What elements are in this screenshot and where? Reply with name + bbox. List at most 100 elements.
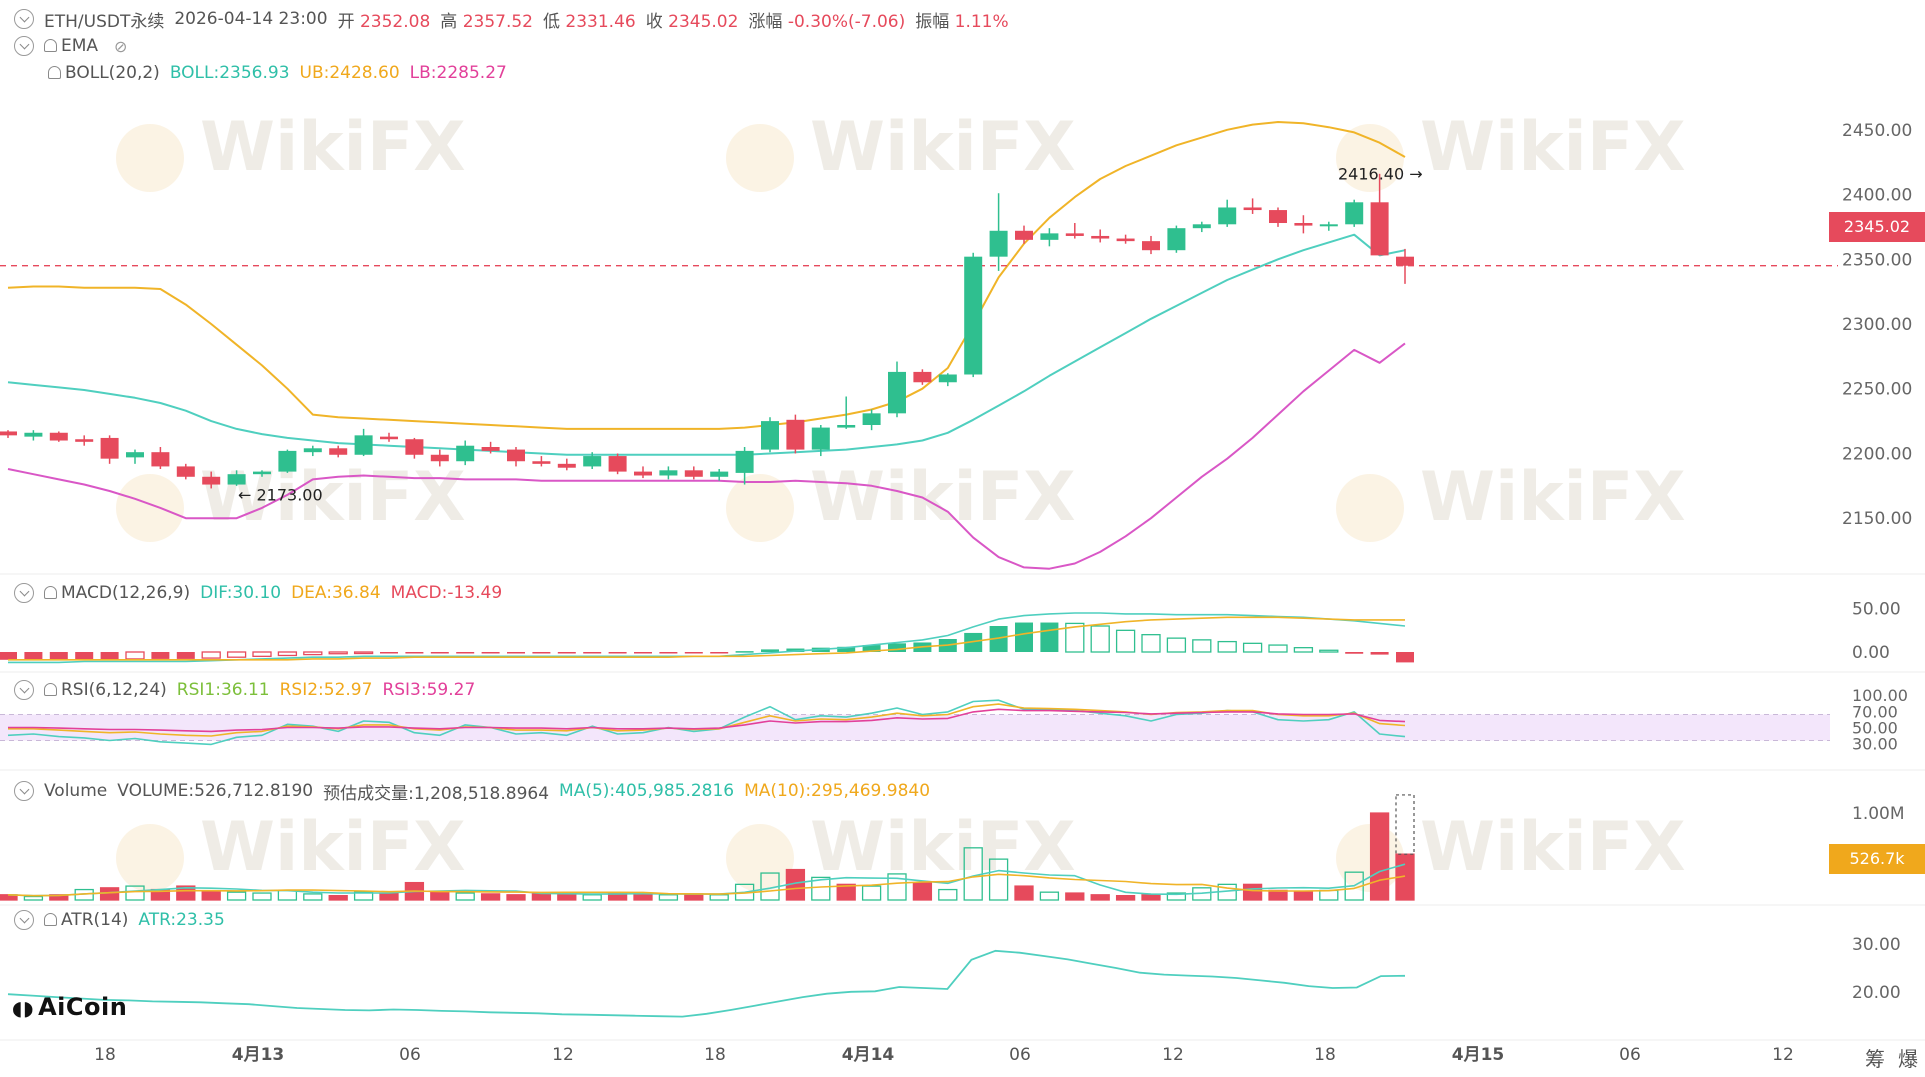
candle[interactable] (1294, 223, 1313, 226)
candle[interactable] (1345, 202, 1364, 225)
candle[interactable] (49, 432, 68, 441)
ema-label[interactable]: EMA (61, 36, 99, 56)
price-tick-label: 2300.00 (1842, 315, 1912, 335)
time-tick-label: 12 (552, 1045, 574, 1065)
collapse-toggle-icon[interactable] (14, 781, 34, 801)
volume-bar (480, 893, 501, 901)
rsi2-value: RSI2:52.97 (279, 680, 373, 700)
bell-icon[interactable] (48, 66, 61, 79)
rsi-row: RSI(6,12,24) RSI1:36.11 RSI2:52.97 RSI3:… (0, 678, 485, 702)
candle[interactable] (1396, 256, 1414, 266)
candle[interactable] (913, 371, 932, 383)
volume-bar (1369, 812, 1390, 901)
candle[interactable] (1269, 210, 1287, 224)
bell-icon[interactable] (44, 683, 57, 696)
candle[interactable] (151, 452, 170, 467)
candle[interactable] (837, 424, 856, 428)
candle[interactable] (862, 413, 881, 425)
candle[interactable] (0, 431, 17, 436)
volume-bar (277, 889, 298, 901)
candle[interactable] (303, 448, 322, 453)
volume-bar (861, 885, 882, 901)
candle[interactable] (938, 374, 957, 383)
atr-value: ATR:23.35 (138, 910, 225, 930)
candle[interactable] (989, 230, 1008, 257)
candle[interactable] (507, 449, 525, 462)
candle[interactable] (1167, 228, 1186, 251)
watermark-text: WikiFX (200, 108, 466, 187)
candle[interactable] (405, 439, 424, 455)
candle[interactable] (659, 470, 678, 476)
collapse-toggle-icon[interactable] (14, 583, 34, 603)
collapse-toggle-icon[interactable] (14, 36, 34, 56)
candle[interactable] (735, 450, 754, 473)
volume-label[interactable]: Volume (44, 781, 108, 801)
candle[interactable] (1142, 241, 1160, 251)
volume-ma10-value: MA(10):295,469.9840 (744, 781, 931, 801)
rsi-label[interactable]: RSI(6,12,24) (61, 680, 167, 700)
macd-bar (557, 652, 576, 654)
candle[interactable] (811, 427, 830, 450)
liquidation-icon[interactable]: 爆 (1898, 1047, 1918, 1071)
boll-ub-value: UB:2428.60 (299, 63, 400, 83)
chips-icon[interactable]: 筹 (1865, 1047, 1885, 1071)
collapse-toggle-icon[interactable] (14, 680, 34, 700)
candle[interactable] (278, 450, 297, 472)
volume-bar (328, 895, 348, 901)
candle[interactable] (532, 461, 551, 464)
volume-bar (582, 894, 602, 901)
candle[interactable] (1370, 202, 1389, 256)
candle[interactable] (75, 439, 94, 442)
candle[interactable] (1243, 207, 1262, 211)
candle[interactable] (430, 454, 449, 462)
candle[interactable] (24, 432, 43, 437)
bell-icon[interactable] (44, 913, 57, 926)
candle[interactable] (380, 436, 398, 440)
eye-hidden-icon[interactable]: ⊘ (114, 36, 128, 56)
candle[interactable] (354, 435, 373, 455)
candle[interactable] (1015, 230, 1033, 240)
candle[interactable] (608, 456, 627, 472)
candle[interactable] (456, 445, 475, 462)
candle[interactable] (227, 474, 246, 485)
volume-bar (1115, 895, 1136, 901)
candle[interactable] (329, 448, 348, 455)
candle[interactable] (253, 471, 271, 475)
macd-label[interactable]: MACD(12,26,9) (61, 583, 191, 603)
candle[interactable] (684, 470, 703, 477)
collapse-toggle-icon[interactable] (14, 9, 34, 29)
candle[interactable] (100, 437, 119, 459)
collapse-toggle-icon[interactable] (14, 910, 34, 930)
macd-bar (989, 626, 1008, 652)
candle[interactable] (1116, 238, 1135, 242)
candle[interactable] (202, 476, 221, 485)
macd-bar (1141, 634, 1161, 653)
candle[interactable] (126, 452, 144, 458)
candle[interactable] (583, 456, 602, 467)
candle[interactable] (1091, 235, 1110, 239)
boll-label[interactable]: BOLL(20,2) (65, 63, 160, 83)
macd-bar (583, 652, 602, 654)
candle[interactable] (634, 471, 652, 476)
candle[interactable] (964, 256, 983, 375)
volume-bar (1293, 890, 1314, 901)
macd-dea-value: DEA:36.84 (291, 583, 381, 603)
candle[interactable] (786, 419, 805, 450)
price-tick-label: 2200.00 (1842, 444, 1912, 464)
bell-icon[interactable] (44, 586, 57, 599)
candle[interactable] (1040, 233, 1059, 240)
candle[interactable] (1065, 233, 1084, 236)
macd-bar (456, 652, 475, 654)
candle[interactable] (1218, 207, 1237, 225)
atr-label[interactable]: ATR(14) (61, 910, 129, 930)
candle[interactable] (1192, 224, 1211, 229)
candle[interactable] (888, 371, 906, 414)
candle[interactable] (1319, 224, 1338, 227)
candle[interactable] (481, 447, 500, 451)
candle[interactable] (761, 421, 779, 450)
candle[interactable] (176, 466, 195, 477)
bell-icon[interactable] (44, 39, 57, 52)
candle[interactable] (557, 463, 576, 468)
candle[interactable] (710, 471, 729, 477)
